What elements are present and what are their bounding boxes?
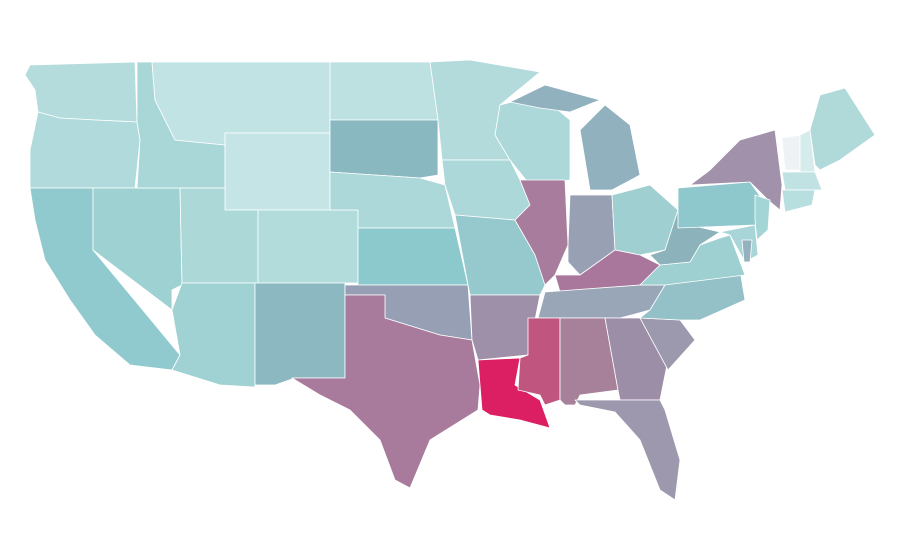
state-region — [469, 294, 541, 361]
state-region — [574, 399, 681, 501]
state-region — [29, 111, 141, 189]
state-region — [329, 119, 439, 179]
state-region — [689, 129, 783, 211]
state-region — [151, 61, 331, 146]
state-region — [257, 209, 359, 284]
state-region — [254, 282, 346, 386]
state-region — [754, 194, 771, 241]
state-region — [781, 171, 823, 191]
state-region — [781, 134, 801, 171]
state-region — [809, 87, 876, 171]
state-region — [329, 61, 439, 121]
state-region — [357, 227, 469, 286]
state-region — [477, 357, 551, 429]
state-region — [224, 132, 331, 211]
state-region — [741, 239, 753, 263]
state-region — [514, 179, 569, 286]
state-region — [781, 189, 816, 213]
state-region — [171, 282, 256, 388]
state-region — [509, 84, 641, 191]
state-region — [291, 294, 481, 489]
